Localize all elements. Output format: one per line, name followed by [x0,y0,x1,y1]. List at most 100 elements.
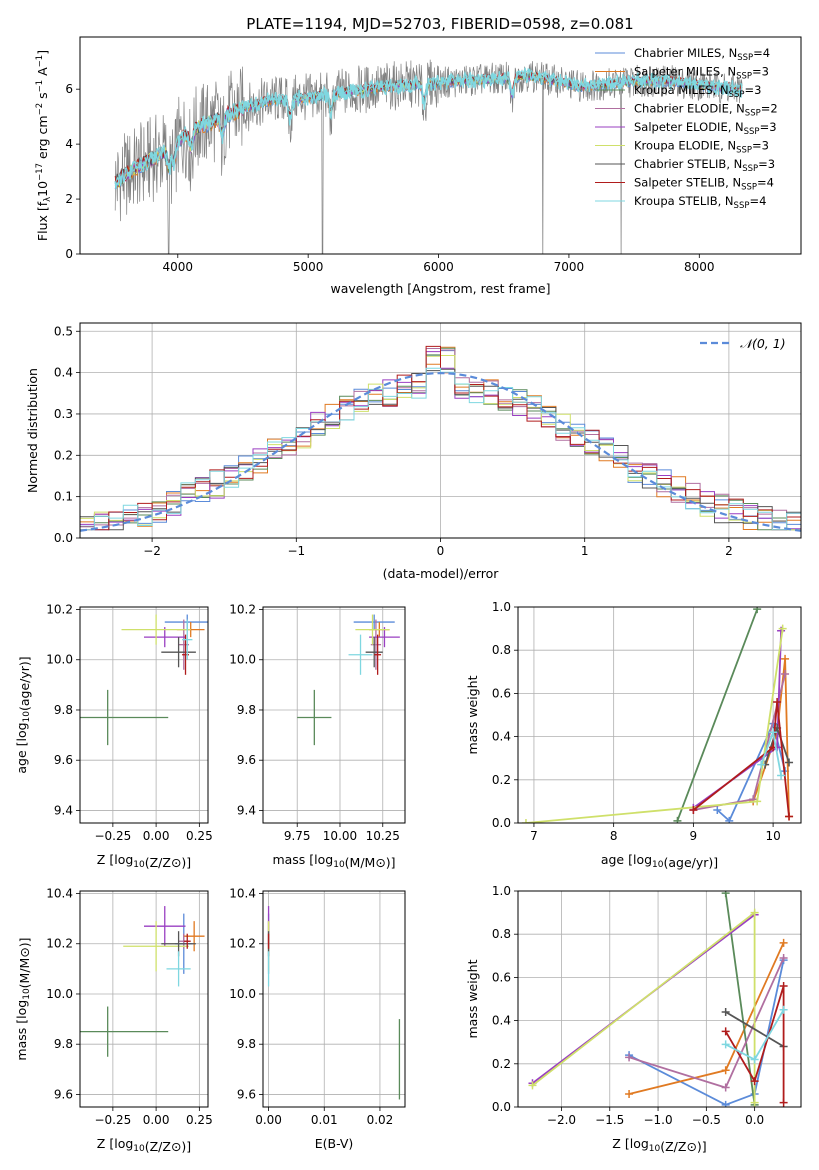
x-tick-label: −1 [287,544,305,558]
ylabel-part: λ [43,197,53,202]
y-tick-label: 1.0 [492,600,511,614]
series-kroupa-stelib [757,728,786,780]
y-tick-label: 2 [65,192,73,206]
series-chabrier-elodie [625,953,788,1092]
x-tick-label: 0.25 [186,1113,213,1127]
x-tick-label: 2 [725,544,733,558]
point-salpeter-stelib [374,634,382,675]
label-part: log [314,852,333,867]
y-tick-label: 4 [65,137,73,151]
y-tick-label: 10.0 [46,987,73,1001]
legend-name: Kroupa STELIB, N [634,194,734,208]
y-tick-label: 0.0 [54,531,73,545]
series-marker [778,624,787,633]
label-part: (Z/Z⊙)] [145,1139,191,1154]
x-tick-label: −2.0 [547,1113,576,1127]
x-tick-label: 7 [530,829,538,843]
legend-sub: SSP [742,164,758,174]
legend-sub: SSP [744,127,760,137]
label-part: (M/M⊙)] [345,855,396,870]
series-marker [779,1098,788,1107]
y-tick-label: 10.4 [46,887,73,901]
series-marker [721,1100,730,1107]
legend-sub: SSP [729,90,745,100]
axes-frame [79,890,209,1108]
series-marker [721,891,730,898]
panel-mass_vs_ebv: 0.00 0.01 0.02 9.6 9.8 10.0 10.2 10.4 E(B-V) [229,887,406,1151]
x-tick-label: 4000 [163,260,194,274]
y-tick-label: 0.5 [54,324,73,338]
series-marker [781,669,790,678]
x-tick-label: −2 [143,544,161,558]
x-axis-label: (data-model)/error [383,566,500,581]
x-axis-label: mass [log10(M/M⊙)] [272,852,395,870]
series-kroupa-stelib [721,1005,788,1064]
x-tick-label: 0 [437,544,445,558]
y-tick-label: 10.0 [229,653,256,667]
y-tick-label: 9.4 [54,803,73,817]
y-tick-label: 0.2 [54,448,73,462]
x-tick-label: 7000 [554,260,585,274]
y-tick-label: 0.4 [492,1014,511,1028]
series-marker [689,806,698,815]
label-sub: 10 [133,860,145,870]
ylabel-part: erg cm [35,115,50,163]
label-part: log [114,852,133,867]
label-sub: 10 [649,1144,661,1154]
hist-kroupa-stelib [80,367,801,531]
series-marker [725,816,734,823]
x-tick-label: 0.25 [186,829,213,843]
series-marker [769,728,778,737]
x-tick-label: 0.0 [745,1113,764,1127]
ylabel-part: −1 [35,80,45,93]
ylabel-part: s [35,92,50,103]
axes-frame [262,606,406,824]
series-marker [721,1083,730,1092]
label-sub: 10 [22,711,32,723]
legend-normal-label: 𝒩(0, 1) [740,336,786,351]
plot-area [528,891,788,1107]
x-axis-label: Z [log10(Z/Z⊙)] [612,1136,706,1154]
series-salpeter-miles [625,938,788,1099]
plot-area [297,614,400,746]
label-part: Z [ [612,1136,629,1151]
legend-sub: SSP [736,146,752,156]
y-tick-label: 0.2 [492,1057,511,1071]
y-axis-label: Flux [fλ10−17 erg cm−2 s−1 A−1] [35,50,53,241]
series-line [676,608,759,822]
legend-sub: SSP [745,109,761,119]
series-marker [721,1007,730,1016]
x-tick-label: 6000 [423,260,454,274]
series-marker [713,806,722,815]
label-part: (age/yr)] [663,855,718,870]
series-marker [750,1077,759,1086]
label-part: mass weight [465,959,480,1038]
y-axis-label: age [log10(age/yr)] [14,656,32,773]
y-tick-label: 6 [65,82,73,96]
point-kroupa-stelib [182,619,193,660]
legend-label-salpeter-elodie: Salpeter ELODIE, NSSP=3 [634,120,777,137]
legend-label-salpeter-stelib: Salpeter STELIB, NSSP=4 [634,176,774,193]
y-tick-label: 10.0 [46,653,73,667]
x-axis-label: Z [log10(Z/Z⊙)] [97,852,191,870]
ylabel-part: A [35,67,50,80]
legend-label-chabrier-miles: Chabrier MILES, NSSP=4 [634,46,770,63]
axes-frame [79,606,209,824]
series-marker [753,797,762,806]
legend-n: =4 [749,194,766,208]
series-marker [779,982,788,991]
label-part: log [14,722,29,741]
y-tick-label: 0.4 [492,730,511,744]
plot-area [80,345,801,532]
y-tick-label: 1.0 [492,884,511,898]
series-marker [521,819,530,823]
label-part: (age/yr)] [17,656,32,711]
label-sub: 10 [22,988,32,1000]
point-salpeter-elodie [144,906,186,947]
legend-n: =3 [752,139,769,153]
series-kroupa-elodie [521,624,787,823]
panel-age_vs_Z: −0.25 0.00 0.259.49.69.810.010.2Z [log10(Z… [14,603,213,870]
legend-n: =2 [761,102,778,116]
